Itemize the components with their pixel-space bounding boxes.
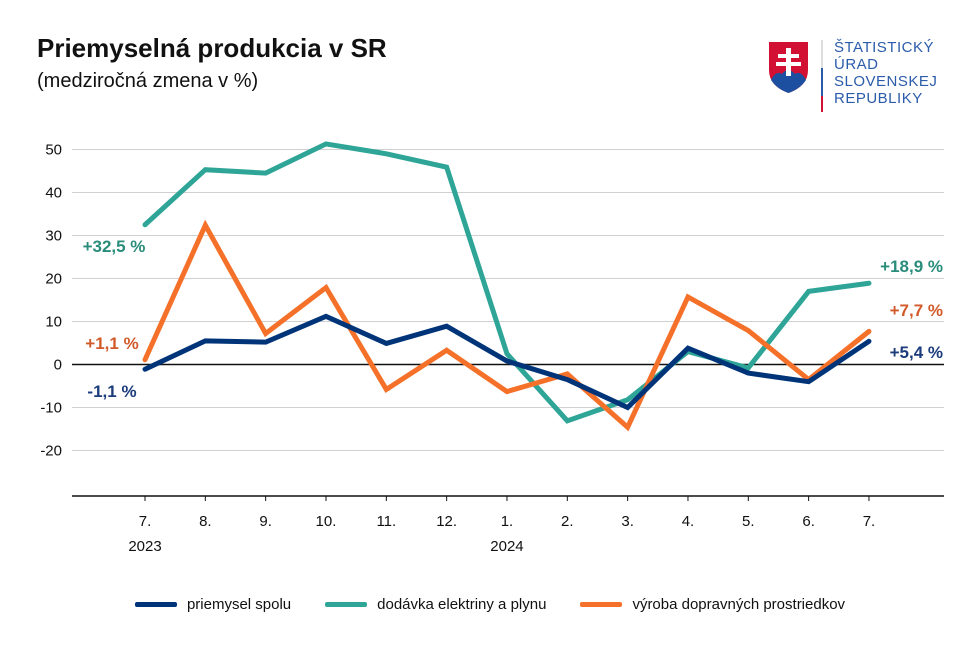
x-tick-label: 11.: [376, 513, 396, 530]
y-tick-label: 20: [45, 271, 62, 288]
logo-text: ŠTATISTICKÝ ÚRAD SLOVENSKEJ REPUBLIKY: [834, 39, 937, 107]
y-tick-label: 10: [45, 314, 62, 331]
start-value-label: +1,1 %: [85, 334, 138, 353]
logo-line: SLOVENSKEJ: [834, 73, 938, 90]
x-tick-label: 12.: [436, 513, 457, 530]
y-tick-label: 40: [45, 185, 62, 202]
legend: priemysel spolu dodávka elektriny a plyn…: [0, 596, 980, 613]
y-tick-label: -10: [40, 400, 62, 417]
series-line: [142, 219, 872, 432]
legend-label: dodávka elektriny a plynu: [377, 596, 547, 613]
x-tick-label: 3.: [621, 513, 634, 530]
end-value-label: +18,9 %: [880, 257, 943, 276]
x-tick-label: 5.: [742, 513, 755, 530]
chart-title: Priemyselná produkcia v SR: [37, 33, 387, 63]
x-tick-label: 9.: [259, 513, 272, 530]
legend-label: priemysel spolu: [186, 596, 292, 613]
x-tick-label: 7.: [139, 513, 152, 530]
x-tick-label: 1.: [501, 513, 514, 530]
year-label: 2023: [128, 538, 161, 555]
logo-line: ÚRAD: [834, 56, 879, 73]
x-tick-label: 6.: [802, 513, 815, 530]
legend-item: priemysel spolu: [134, 596, 292, 613]
legend-swatch: [580, 602, 623, 607]
x-tick-label: 10.: [316, 513, 337, 530]
x-tick-label: 8.: [199, 513, 212, 530]
start-value-label: -1,1 %: [87, 382, 136, 401]
y-tick-label: 50: [45, 142, 62, 159]
x-tick-label: 4.: [682, 513, 695, 530]
end-value-label: +5,4 %: [890, 343, 943, 362]
logo-line: REPUBLIKY: [834, 90, 923, 107]
end-value-label: +7,7 %: [890, 301, 943, 320]
legend-swatch: [325, 602, 368, 607]
logo-line: ŠTATISTICKÝ: [834, 39, 934, 56]
legend-label: výroba dopravných prostriedkov: [632, 596, 846, 613]
legend-item: výroba dopravných prostriedkov: [580, 596, 845, 613]
y-tick-label: 30: [45, 228, 62, 245]
series-line: [142, 141, 872, 424]
legend-swatch: [134, 602, 177, 607]
y-tick-label: -20: [40, 443, 62, 460]
year-label: 2024: [490, 538, 523, 555]
logo-shield-icon: [769, 40, 823, 112]
chart-subtitle: (medziročná zmena v %): [37, 70, 259, 92]
x-tick-label: 7.: [863, 513, 876, 530]
y-tick-label: 0: [54, 357, 62, 374]
legend-item: dodávka elektriny a plynu: [325, 596, 546, 613]
x-tick-label: 2.: [561, 513, 574, 530]
start-value-label: +32,5 %: [83, 237, 146, 256]
